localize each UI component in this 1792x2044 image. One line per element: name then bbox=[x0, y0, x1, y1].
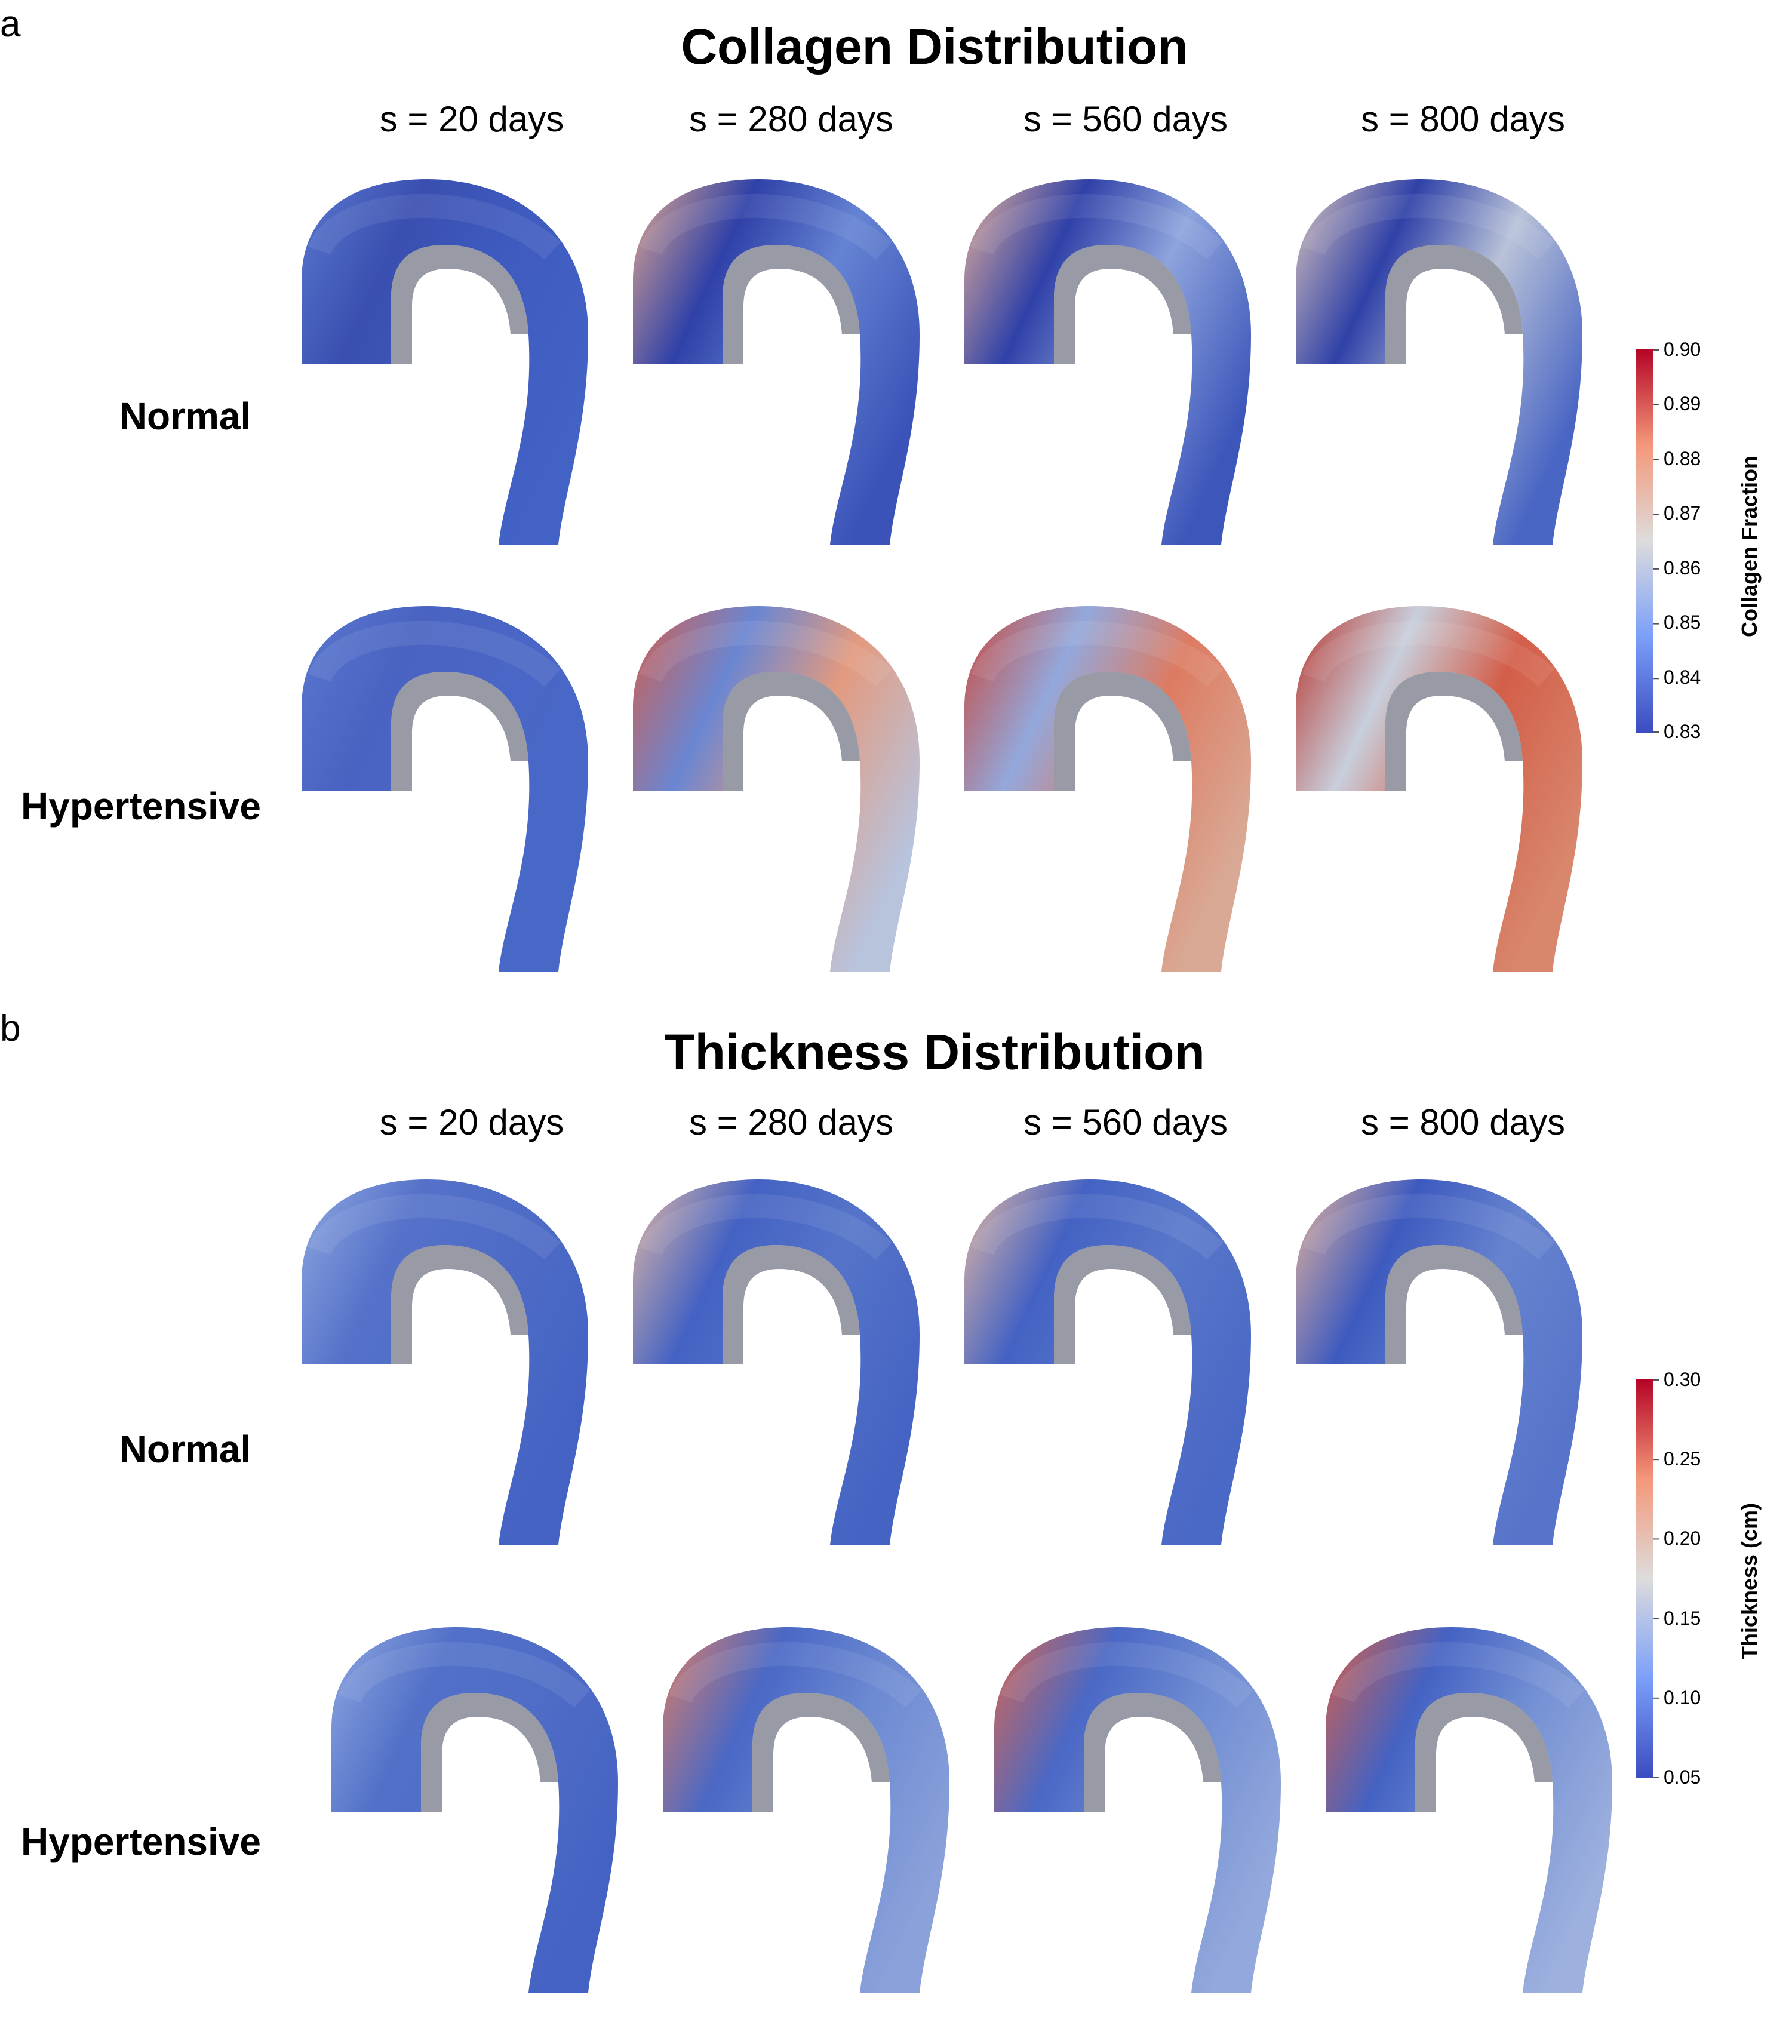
panel-b-colorbar-tick-label: 0.30 bbox=[1664, 1369, 1701, 1390]
panel-a-aorta-normal-col3 bbox=[964, 179, 1251, 545]
panel-a-colorbar-gradient bbox=[1636, 349, 1653, 733]
panel-a-colorbar-tick-label: 0.83 bbox=[1664, 721, 1701, 742]
panel-a-colorbar bbox=[1636, 349, 1659, 733]
panel-b-letter: b bbox=[0, 1008, 21, 1049]
panel-b-colorbar-tick-label: 0.15 bbox=[1664, 1607, 1701, 1629]
panel-a-aorta-hypertensive-col1 bbox=[302, 606, 588, 972]
panel-b-title: Thickness Distribution bbox=[664, 1024, 1205, 1080]
panel-a-colorbar-tick-label: 0.89 bbox=[1664, 393, 1701, 415]
panel-b-aorta-hypertensive-col1 bbox=[331, 1627, 618, 1993]
panel-b-col-label-2: s = 280 days bbox=[689, 1102, 893, 1142]
panel-a-row-label-hypertensive: Hypertensive bbox=[21, 785, 261, 828]
panel-a-title: Collagen Distribution bbox=[681, 19, 1188, 75]
panel-a-col-label-3: s = 560 days bbox=[1023, 99, 1228, 139]
panel-b-colorbar-tick-label: 0.05 bbox=[1664, 1766, 1701, 1788]
panel-a-aorta-normal-col1 bbox=[302, 179, 588, 545]
panel-b-colorbar-tick-label: 0.20 bbox=[1664, 1527, 1701, 1550]
panel-b-colorbar-title: Thickness (cm) bbox=[1737, 1502, 1762, 1660]
panel-a-aorta-normal-col2 bbox=[633, 179, 920, 545]
panel-b-col-label-1: s = 20 days bbox=[379, 1102, 564, 1142]
panel-b-row-label-normal: Normal bbox=[119, 1428, 251, 1471]
panel-b-colorbar-tick-label: 0.10 bbox=[1664, 1686, 1701, 1708]
panel-b-aorta-normal-col2 bbox=[633, 1179, 920, 1545]
panel-b-colorbar-tick-label: 0.25 bbox=[1664, 1448, 1701, 1470]
panel-b-colorbar-gradient bbox=[1636, 1379, 1653, 1778]
panel-a-colorbar-tick-label: 0.88 bbox=[1664, 447, 1701, 469]
panel-a-aorta-grid bbox=[302, 179, 1582, 972]
panel-a-aorta-hypertensive-col3 bbox=[964, 606, 1251, 972]
panel-a-aorta-normal-col4 bbox=[1296, 179, 1582, 545]
panel-a-col-label-1: s = 20 days bbox=[379, 99, 564, 139]
panel-a-row-label-normal: Normal bbox=[119, 395, 251, 438]
panel-b-aorta-normal-col1 bbox=[302, 1179, 588, 1545]
panel-b-col-label-4: s = 800 days bbox=[1361, 1102, 1565, 1142]
panel-a-colorbar-tick-label: 0.90 bbox=[1664, 339, 1701, 360]
panel-b-row-label-hypertensive: Hypertensive bbox=[21, 1820, 261, 1863]
panel-b-aorta-hypertensive-col3 bbox=[994, 1627, 1281, 1993]
panel-a-aorta-hypertensive-col4 bbox=[1296, 606, 1582, 972]
panel-a-col-label-4: s = 800 days bbox=[1361, 99, 1565, 139]
panel-b-aorta-normal-col3 bbox=[964, 1179, 1251, 1545]
panel-b-colorbar-ticks bbox=[1653, 1379, 1659, 1778]
panel-a-aorta-hypertensive-col2 bbox=[633, 606, 920, 972]
panel-a-colorbar-tick-label: 0.85 bbox=[1664, 611, 1701, 634]
panel-b-aorta-hypertensive-col2 bbox=[663, 1627, 949, 1993]
panel-a-colorbar-tick-label: 0.87 bbox=[1664, 502, 1701, 524]
panel-a-colorbar-tick-label: 0.84 bbox=[1664, 666, 1701, 688]
panel-a-colorbar-tick-label: 0.86 bbox=[1664, 557, 1701, 579]
panel-a-colorbar-ticks bbox=[1653, 349, 1659, 733]
panel-b-col-label-3: s = 560 days bbox=[1023, 1102, 1228, 1142]
panel-a-letter: a bbox=[0, 4, 21, 45]
panel-b-colorbar bbox=[1636, 1379, 1659, 1778]
panel-b-aorta-hypertensive-col4 bbox=[1326, 1627, 1612, 1993]
panel-b-aorta-normal-col4 bbox=[1296, 1179, 1582, 1545]
panel-a-col-label-2: s = 280 days bbox=[689, 99, 893, 139]
